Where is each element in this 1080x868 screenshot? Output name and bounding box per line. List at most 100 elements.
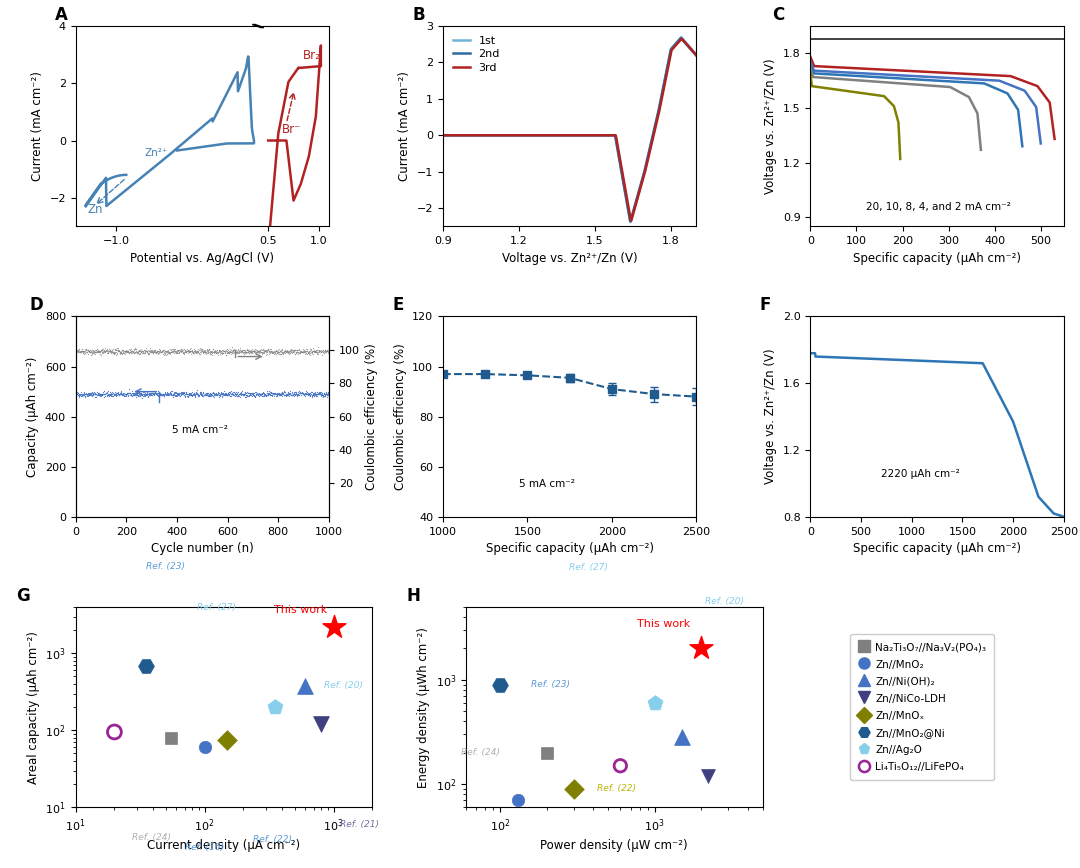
Point	[283, 388, 300, 402]
Point	[200, 343, 217, 357]
Point	[270, 345, 287, 358]
Point	[282, 343, 299, 357]
Point	[91, 344, 108, 358]
Point	[235, 387, 253, 401]
Point	[260, 342, 278, 356]
Point	[272, 385, 289, 399]
Point	[200, 345, 217, 359]
Point	[283, 342, 300, 356]
Point	[285, 345, 302, 358]
Point	[147, 386, 164, 400]
Point	[168, 344, 186, 358]
Point	[228, 388, 245, 402]
Point	[187, 345, 204, 359]
Point	[122, 345, 139, 359]
Point	[247, 345, 265, 359]
Point	[252, 387, 269, 401]
Point	[134, 345, 151, 359]
Point	[198, 345, 215, 358]
Point	[122, 345, 139, 358]
Point	[242, 388, 259, 402]
Point	[191, 387, 208, 401]
Point	[203, 388, 220, 402]
Point	[181, 345, 199, 358]
Point	[117, 387, 134, 401]
Point	[301, 389, 319, 403]
Point	[166, 344, 184, 358]
Point	[68, 387, 85, 401]
Point	[276, 344, 294, 358]
Point	[207, 345, 225, 358]
Point	[167, 385, 185, 399]
Point	[132, 344, 149, 358]
Point	[94, 387, 111, 401]
Point	[162, 385, 179, 399]
Point	[284, 343, 301, 357]
Point	[187, 385, 204, 399]
Point	[185, 345, 202, 359]
Point	[272, 346, 289, 360]
Point	[295, 344, 312, 358]
Point	[217, 388, 234, 402]
Point	[309, 389, 326, 403]
Point	[174, 344, 191, 358]
Point	[174, 386, 191, 400]
Point	[68, 387, 85, 401]
Point	[70, 345, 87, 359]
Point	[109, 386, 126, 400]
Point	[310, 343, 327, 357]
Point	[312, 345, 329, 358]
Point	[98, 342, 116, 356]
Point	[312, 717, 329, 731]
Point	[94, 385, 111, 398]
Point	[151, 387, 168, 401]
Point	[212, 345, 229, 359]
Point	[96, 387, 113, 401]
Point	[268, 387, 285, 401]
Point	[306, 345, 323, 358]
Point	[98, 343, 116, 357]
Point	[174, 345, 191, 359]
Point	[159, 385, 176, 399]
Point	[308, 387, 325, 401]
X-axis label: Voltage vs. Zn²⁺/Zn (V): Voltage vs. Zn²⁺/Zn (V)	[502, 252, 637, 265]
Point	[99, 345, 117, 358]
Point	[320, 386, 337, 400]
Point	[228, 345, 245, 359]
Point	[279, 345, 296, 358]
Point	[87, 343, 105, 357]
Point	[161, 345, 178, 359]
Point	[139, 344, 157, 358]
Point	[79, 346, 96, 360]
Text: 2220 μAh cm⁻²: 2220 μAh cm⁻²	[881, 469, 960, 479]
Point	[262, 342, 280, 356]
Point	[179, 390, 197, 404]
Point	[103, 344, 120, 358]
Point	[246, 390, 264, 404]
Point	[181, 345, 199, 358]
Point	[303, 386, 321, 400]
Point	[199, 387, 216, 401]
Point	[136, 385, 153, 399]
Point	[185, 387, 202, 401]
Point	[219, 345, 237, 358]
Point	[110, 344, 127, 358]
Point	[316, 387, 334, 401]
Point	[312, 385, 329, 399]
Point	[251, 387, 268, 401]
Point	[292, 388, 309, 402]
Point	[181, 386, 199, 400]
Point	[248, 344, 266, 358]
Point	[89, 388, 106, 402]
Point	[254, 387, 271, 401]
Point	[222, 346, 240, 360]
Point	[320, 385, 337, 398]
Y-axis label: Current (mA cm⁻²): Current (mA cm⁻²)	[31, 71, 44, 181]
X-axis label: Potential vs. Ag/AgCl (V): Potential vs. Ag/AgCl (V)	[131, 252, 274, 265]
Point	[84, 386, 102, 400]
Point	[82, 387, 99, 401]
Point	[170, 388, 187, 402]
Point	[176, 345, 193, 358]
Point	[163, 342, 180, 356]
Point	[286, 343, 303, 357]
